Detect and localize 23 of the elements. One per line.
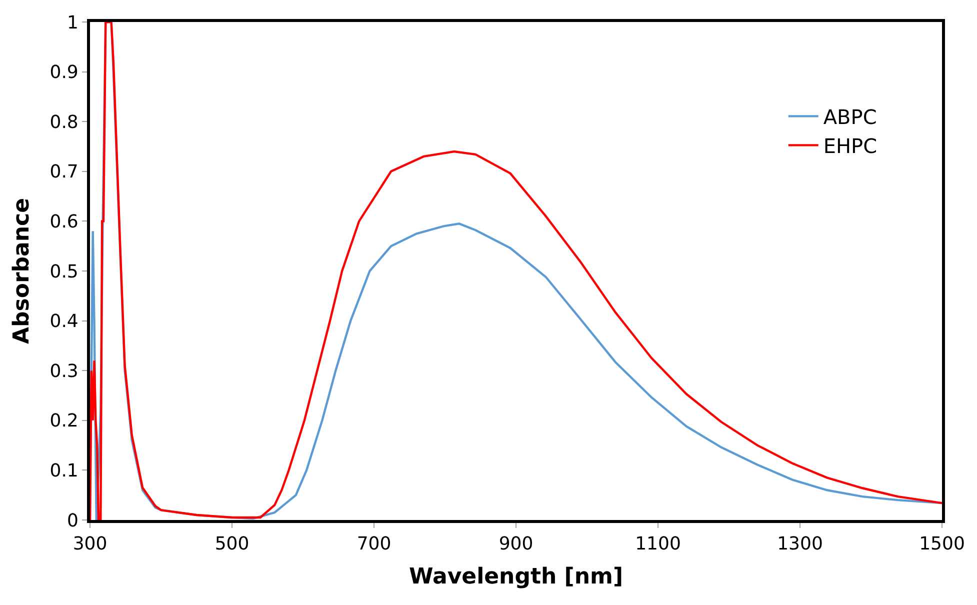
x-tick-label: 900 [498,534,534,555]
x-tick-label: 500 [214,534,250,555]
y-tick-label: 0.8 [50,112,78,133]
y-tick-label: 0.3 [50,360,78,382]
y-tick-label: 0.7 [50,162,78,183]
x-tick-label: 1100 [635,534,681,555]
y-tick-label: 0.4 [50,311,78,332]
x-tick-label: 1500 [919,534,965,555]
y-tick-label: 0.9 [50,62,78,84]
x-axis-title: Wavelength [nm] [409,564,623,590]
y-tick-label: 0.1 [50,460,78,482]
line-series [90,22,942,520]
y-tick-label: 0 [66,510,78,532]
y-tick-label: 0.6 [50,212,78,232]
x-tick-label: 1300 [777,534,823,555]
legend-label: EHPC [823,134,878,158]
y-axis-title: Absorbance [10,198,35,344]
x-tick-label: 700 [356,534,392,555]
legend-label: ABPC [823,105,877,129]
y-tick-label: 0.5 [50,261,78,282]
y-tick-label: 0.2 [50,410,78,432]
x-tick-label: 300 [72,534,108,555]
y-tick-label: 1 [66,12,78,34]
